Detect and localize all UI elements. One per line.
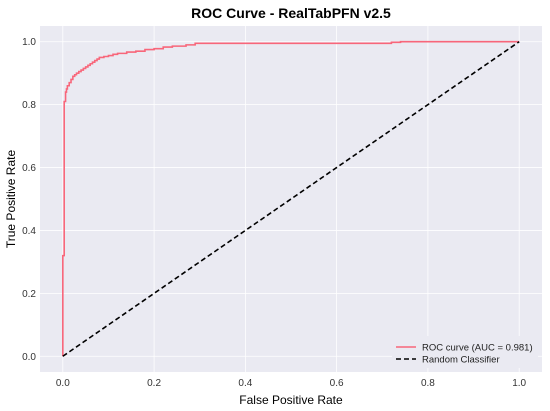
grid-lines — [40, 26, 542, 372]
chart-title: ROC Curve - RealTabPFN v2.5 — [191, 5, 391, 21]
y-tick-label: 0.8 — [22, 100, 36, 111]
y-axis-label: True Positive Rate — [4, 150, 18, 249]
y-tick-label: 0.6 — [22, 163, 36, 174]
legend-label: ROC curve (AUC = 0.981) — [422, 343, 533, 354]
roc-curve-line — [62, 40, 520, 357]
random-classifier-line — [62, 41, 520, 357]
x-tick-label: 0.6 — [330, 378, 344, 389]
series-layer — [62, 40, 520, 357]
x-tick-label: 0.0 — [56, 378, 70, 389]
x-axis-label: False Positive Rate — [239, 393, 343, 407]
x-tick-label: 0.8 — [421, 378, 435, 389]
x-tick-label: 0.4 — [238, 378, 252, 389]
y-tick-label: 0.2 — [22, 289, 36, 300]
x-tick-label: 1.0 — [512, 378, 526, 389]
y-tick-label: 1.0 — [22, 37, 36, 48]
legend-label: Random Classifier — [422, 355, 500, 366]
y-tick-label: 0.0 — [22, 352, 36, 363]
y-tick-label: 0.4 — [22, 226, 36, 237]
x-tick-labels: 0.0 0.2 0.4 0.6 0.8 1.0 — [56, 378, 527, 389]
y-tick-labels: 0.0 0.2 0.4 0.6 0.8 1.0 — [22, 37, 36, 363]
legend: ROC curve (AUC = 0.981)Random Classifier — [392, 336, 538, 368]
x-tick-label: 0.2 — [147, 378, 161, 389]
legend-box — [392, 336, 538, 368]
